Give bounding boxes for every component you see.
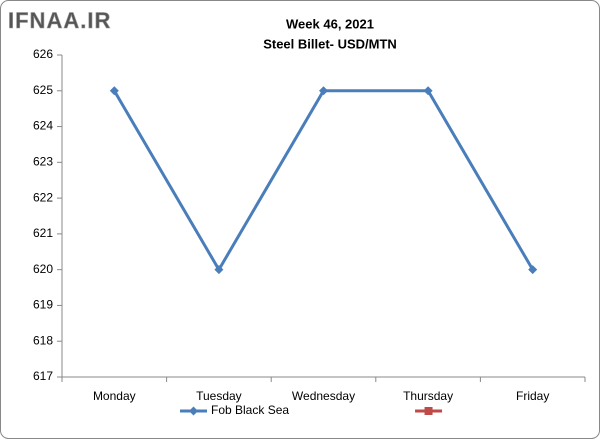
chart-subtitle: Steel Billet- USD/MTN [263,36,397,51]
point [319,86,328,96]
legend-label: Fob Black Sea [211,403,289,417]
point [214,265,224,275]
point [528,265,538,275]
y-tick-label: 620 [33,262,53,276]
y-tick-label: 626 [33,47,53,61]
legend-marker [189,406,198,416]
y-tick-label: 625 [33,83,53,97]
y-tick-label: 619 [33,298,53,312]
y-tick-label: 621 [33,226,53,240]
x-tick-label: Friday [516,389,549,403]
x-tick-label: Thursday [403,389,453,403]
legend-marker [424,407,433,415]
y-tick-label: 618 [33,333,53,347]
chart-title: Week 46, 2021 [286,16,374,31]
x-tick-label: Monday [93,389,136,403]
point [423,86,433,96]
point [109,86,119,96]
y-tick-label: 624 [33,119,53,133]
watermark: IFNAA.IR [8,8,111,33]
x-tick-label: Tuesday [196,389,242,403]
y-tick-label: 623 [33,155,53,169]
y-tick-label: 617 [33,369,53,383]
x-tick-label: Wednesday [292,389,355,403]
y-tick-label: 622 [33,190,53,204]
